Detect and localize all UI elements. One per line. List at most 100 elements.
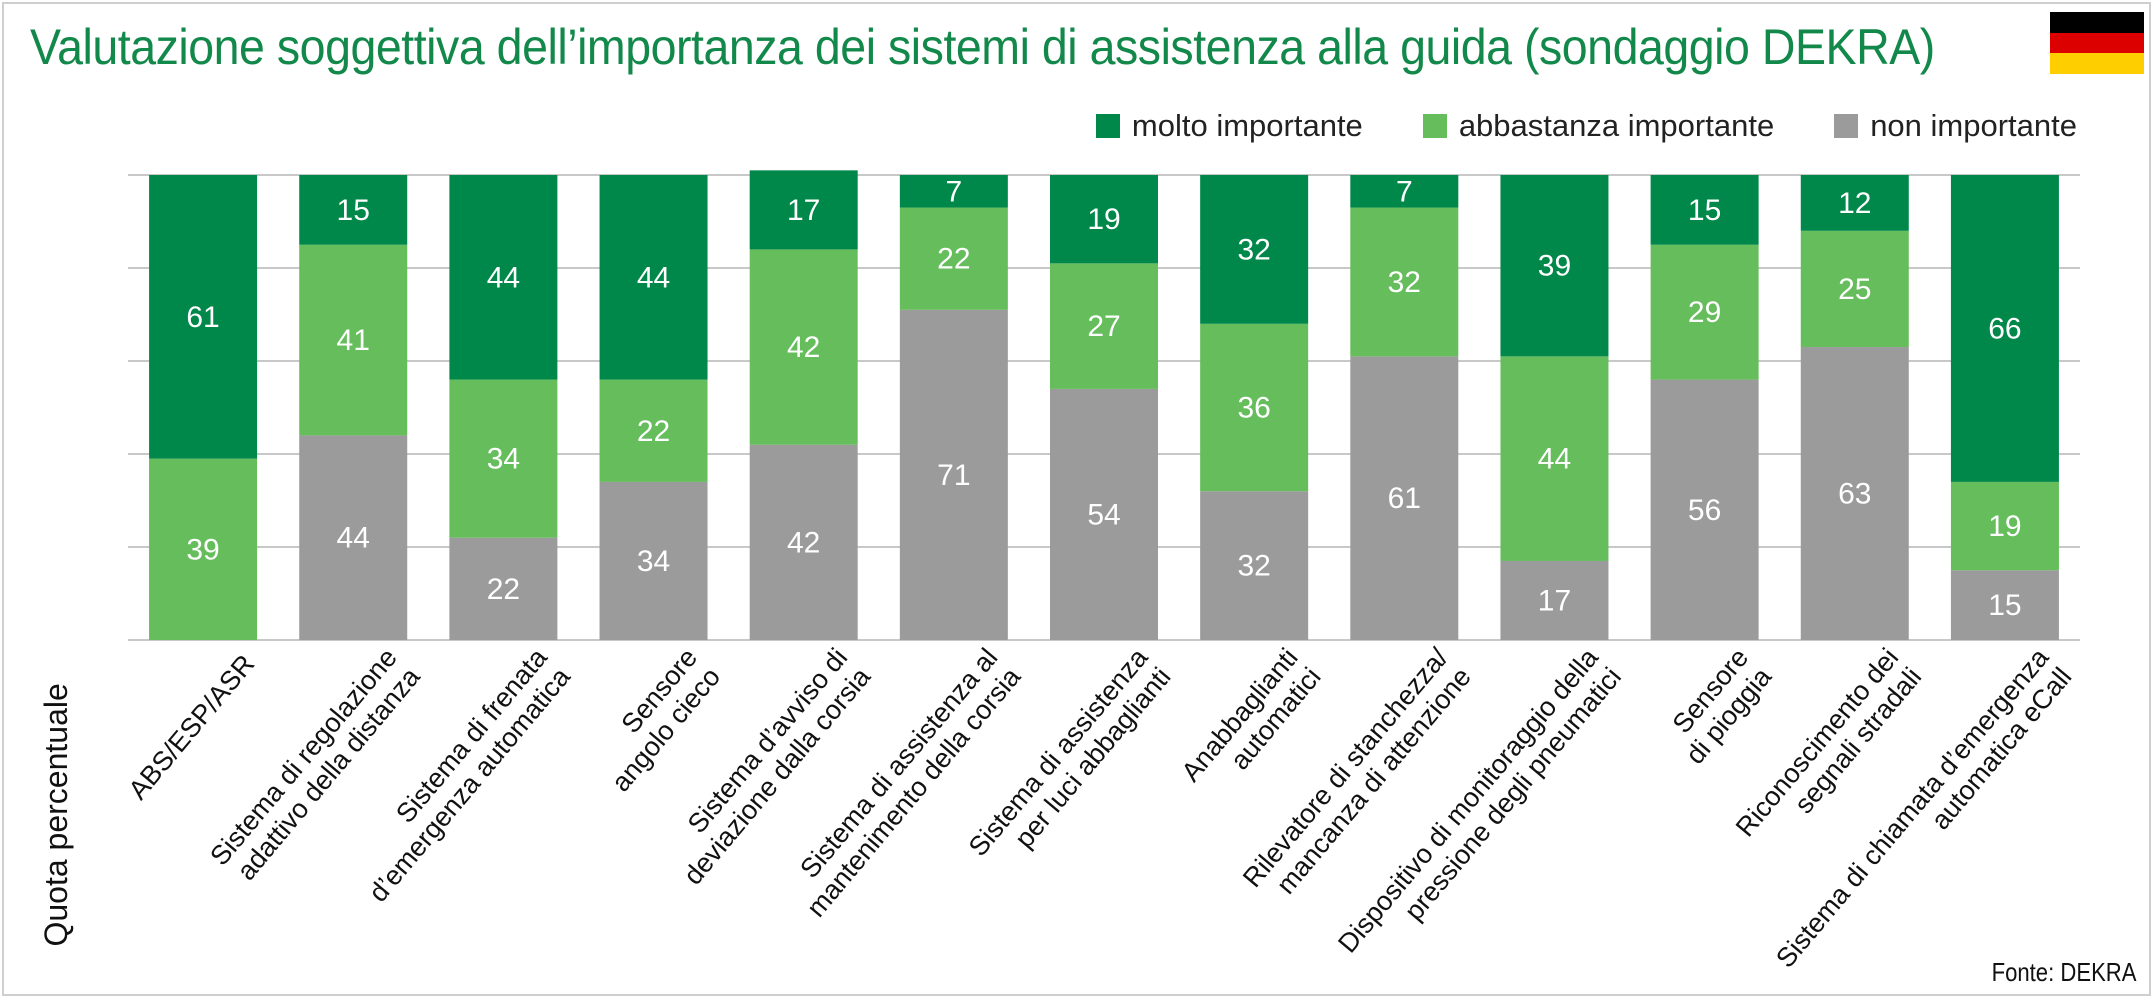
bar-segment [1950, 570, 2059, 640]
category-label: Dispositivo di monitoraggio dellapressio… [1332, 642, 1627, 978]
category-label: Sistema di chiamata d’emergenzaautomatic… [1770, 642, 2078, 993]
legend-item: non importante [1834, 108, 2077, 144]
category-label: ABS/ESP/ASR [123, 649, 261, 805]
bar-segment [1650, 379, 1759, 640]
data-label: 42 [787, 331, 820, 364]
bar-segment [449, 379, 558, 538]
bar-segment [1500, 560, 1609, 640]
data-label: 15 [1688, 194, 1721, 227]
legend-swatch [1834, 114, 1859, 138]
data-label: 39 [1538, 250, 1571, 283]
data-label: 44 [337, 522, 370, 555]
legend-item: abbastanza importante [1422, 108, 1775, 144]
data-label: 44 [637, 261, 670, 294]
bar-segment [899, 175, 1008, 208]
bar-segment [1200, 491, 1309, 640]
bar-segment [899, 309, 1008, 640]
bar-segment [1050, 263, 1158, 389]
data-label: 63 [1838, 478, 1871, 511]
bar-segment [599, 481, 708, 640]
bar-segment [899, 207, 1008, 310]
data-label: 32 [1388, 266, 1421, 299]
bar-segment [1050, 388, 1158, 640]
legend-item: molto importante [1095, 108, 1363, 144]
data-label: 61 [1388, 482, 1421, 515]
data-label: 22 [937, 243, 970, 276]
legend-label: molto importante [1131, 108, 1363, 143]
bar-segment [1800, 347, 1909, 640]
bar-segment [1500, 175, 1609, 357]
data-label: 12 [1838, 187, 1871, 220]
data-label: 32 [1237, 550, 1270, 583]
data-label: 7 [946, 175, 963, 208]
bar-segment [149, 175, 258, 459]
bar-segment [1200, 175, 1309, 324]
bar-segment [449, 175, 558, 380]
bar-segment [749, 249, 858, 445]
bar-segment [1500, 356, 1609, 561]
bar-segment [1950, 481, 2059, 571]
data-label: 29 [1688, 296, 1721, 329]
data-label: 42 [787, 526, 820, 559]
data-label: 19 [1988, 510, 2021, 543]
data-label: 15 [337, 194, 370, 227]
legend: molto importante abbastanza importante non… [1036, 108, 2077, 144]
bar-segment [1800, 230, 1909, 348]
bar-segment [299, 435, 408, 640]
germany-flag-icon [2050, 12, 2144, 74]
bar-segment [1950, 175, 2059, 482]
bar-segment [1200, 323, 1309, 492]
legend-swatch [1422, 114, 1447, 138]
data-label: 32 [1237, 233, 1270, 266]
bar-segment [1800, 175, 1909, 231]
chart-title: Valutazione soggettiva dell’importanza d… [30, 19, 1935, 75]
data-label: 41 [337, 324, 370, 357]
flag-stripe-black [2050, 12, 2144, 33]
data-label: 34 [487, 443, 520, 476]
bar-segment [299, 175, 408, 245]
data-label: 7 [1396, 175, 1413, 208]
data-label: 71 [937, 459, 970, 492]
data-label: 36 [1237, 392, 1270, 425]
data-label: 44 [487, 261, 520, 294]
source-note: Fonte: DEKRA [1992, 957, 2137, 987]
bar-segment [1650, 175, 1759, 245]
data-label: 17 [787, 194, 820, 227]
bar-segment [149, 458, 258, 640]
legend-label: non importante [1870, 108, 2077, 143]
category-label: Anabbagliantiautomatici [1176, 643, 1327, 807]
bar-segment [1350, 207, 1459, 357]
category-label: Sensoreangolo cieco [583, 643, 726, 798]
category-label: Sensoredi pioggia [1657, 642, 1778, 770]
data-label: 22 [637, 415, 670, 448]
data-label: 22 [487, 573, 520, 606]
data-label: 25 [1838, 273, 1871, 306]
data-label: 27 [1087, 310, 1120, 343]
data-label: 44 [1538, 443, 1571, 476]
flag-stripe-gold [2050, 53, 2144, 74]
bar-segment [749, 444, 858, 640]
data-label: 61 [186, 301, 219, 334]
data-label: 54 [1087, 498, 1120, 531]
category-label-line: ABS/ESP/ASR [123, 649, 261, 805]
legend-swatch [1095, 114, 1120, 138]
bar-segment [599, 175, 708, 380]
bar-segment [1350, 175, 1459, 208]
data-label: 19 [1087, 203, 1120, 236]
data-label: 66 [1988, 312, 2021, 345]
data-label: 39 [186, 533, 219, 566]
bar-segment [449, 537, 558, 640]
bar-segment [299, 244, 408, 436]
bar-segment [1650, 244, 1759, 380]
data-label: 34 [637, 545, 670, 578]
data-label: 56 [1688, 494, 1721, 527]
flag-stripe-red [2050, 32, 2144, 54]
bar-segment [599, 379, 708, 482]
bar-segment [1350, 356, 1459, 640]
data-label: 17 [1538, 584, 1571, 617]
bar-segment [749, 170, 858, 250]
data-label: 15 [1988, 589, 2021, 622]
bar-segment [1050, 175, 1158, 264]
legend-label: abbastanza importante [1458, 108, 1775, 143]
